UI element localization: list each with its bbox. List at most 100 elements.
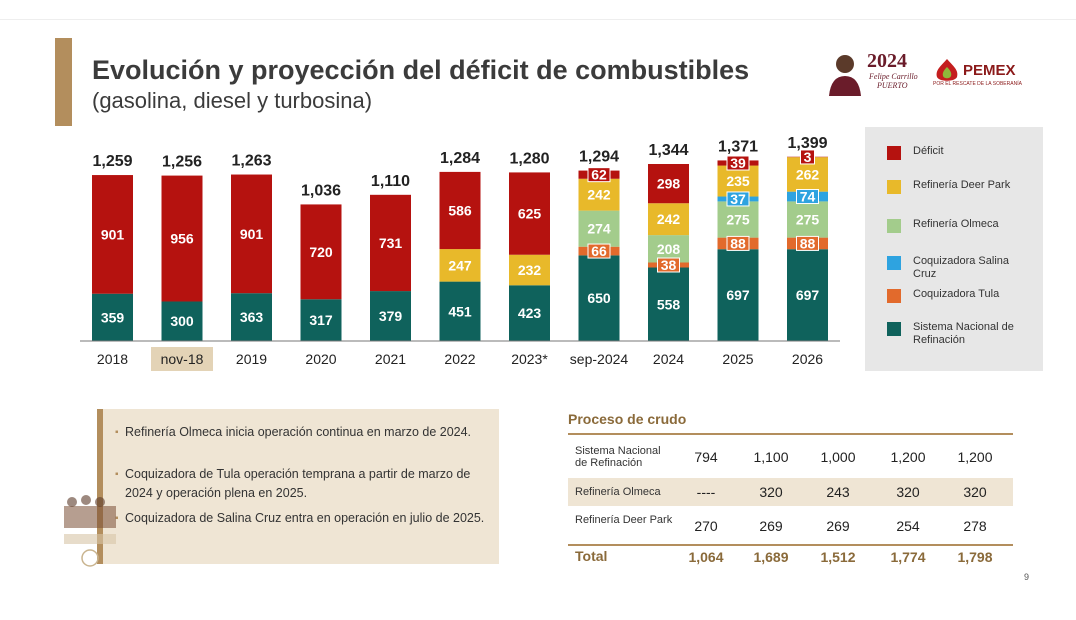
bar-total-label: 1,294	[579, 149, 619, 166]
bar-segment	[161, 301, 203, 341]
bar-value-label: 74	[800, 189, 816, 205]
bar-total-label: 1,256	[162, 154, 202, 171]
legend-label: Sistema Nacional de Refinación	[913, 321, 1014, 346]
pemex-flame-icon	[936, 59, 958, 81]
top-bar	[0, 0, 1076, 20]
table-cell: 1,200	[890, 449, 926, 465]
bar-segment	[578, 178, 620, 211]
table-row-label: Sistema Nacional de Refinación	[575, 445, 661, 469]
bar-segment	[92, 175, 133, 294]
x-tick-label: 2018	[97, 351, 128, 367]
legend-item: Déficit	[887, 145, 1033, 160]
x-tick-label: 2019	[236, 351, 267, 367]
bar-segment	[717, 165, 759, 197]
x-tick-label: 2025	[722, 351, 753, 367]
table-total-cell: 1,689	[753, 549, 789, 565]
bar-value-label: 274	[587, 221, 611, 237]
legend-swatch	[887, 146, 901, 160]
table-cell: 320	[896, 484, 920, 500]
value-label-box	[796, 189, 819, 205]
table-cell: 243	[826, 484, 850, 500]
bar-value-label: 242	[587, 187, 611, 203]
legend-item: Refinería Deer Park	[887, 179, 1033, 194]
table-total-cell: 1,064	[688, 549, 724, 565]
highlight-category-box	[151, 347, 213, 371]
value-label-box	[587, 167, 611, 183]
notes-box: ▪ Refinería Olmeca inicia operación cont…	[97, 409, 499, 564]
table-rule	[568, 433, 1013, 435]
x-tick-label: sep-2024	[570, 351, 629, 367]
table-cell: ----	[696, 484, 716, 500]
bar-value-label: 317	[309, 312, 333, 328]
value-label-box	[657, 257, 680, 273]
x-tick-label: 2023*	[511, 351, 548, 367]
bar-total-label: 1,284	[440, 150, 480, 167]
bar-value-label: 262	[796, 166, 820, 182]
bar-segment	[509, 254, 550, 286]
bar-value-label: 275	[726, 212, 750, 228]
bar-value-label: 558	[657, 296, 681, 312]
bar-value-label: 300	[170, 313, 194, 329]
chart-legend: Déficit Refinería Deer Park Refinería Olme…	[865, 127, 1043, 371]
bar-total-label: 1,344	[648, 142, 688, 159]
bar-total-label: 1,259	[92, 153, 132, 170]
table-total-row: Total 1,064 1,689 1,512 1,774 1,798	[568, 547, 1013, 569]
table-total-cell: 1,798	[957, 549, 993, 565]
decorative-crowd-icon	[64, 495, 116, 567]
bar-segment	[648, 203, 689, 236]
legend-item: Sistema Nacional de Refinación	[887, 321, 1033, 347]
bar-value-label: 235	[726, 173, 750, 189]
logo-year: 2024	[867, 50, 907, 72]
bullet-icon: ▪	[115, 513, 119, 524]
bar-value-label: 66	[591, 243, 607, 259]
bar-value-label: 625	[518, 206, 542, 222]
bar-segment	[787, 249, 828, 341]
bar-value-label: 901	[101, 226, 125, 242]
table-total-label: Total	[575, 548, 608, 564]
note-item: ▪ Refinería Olmeca inicia operación cont…	[115, 423, 485, 442]
table-cell: 269	[826, 518, 850, 534]
bar-segment	[370, 194, 411, 292]
table-rule	[568, 544, 1013, 546]
legend-swatch	[887, 256, 901, 270]
bar-value-label: 37	[730, 191, 746, 207]
x-tick-label: nov-18	[161, 351, 204, 367]
bar-segment	[439, 281, 481, 341]
table-row: Refinería Deer Park 270 269 269 254 278	[568, 510, 1013, 542]
legend-item: Refinería Olmeca	[887, 218, 1033, 233]
bar-value-label: 697	[796, 287, 820, 303]
legend-swatch	[887, 180, 901, 194]
bar-value-label: 39	[730, 155, 746, 171]
logo-2024: 2024 Felipe Carrillo PUERTO	[825, 50, 918, 98]
legend-item: Coquizadora Tula	[887, 288, 1033, 303]
note-item: ▪ Coquizadora de Salina Cruz entra en op…	[115, 509, 485, 528]
table-total-cell: 1,512	[820, 549, 856, 565]
legend-label: Refinería Deer Park	[913, 179, 1011, 191]
x-tick-label: 2020	[305, 351, 336, 367]
legend-label: Déficit	[913, 145, 944, 157]
x-tick-label: 2024	[653, 351, 684, 367]
bar-value-label: 956	[170, 231, 194, 247]
bar-segment	[439, 171, 481, 250]
bar-value-label: 423	[518, 305, 542, 321]
table-row-label: Refinería Deer Park	[575, 514, 673, 526]
table-row-label: Refinería Olmeca	[575, 486, 661, 498]
bar-value-label: 586	[448, 202, 472, 218]
bar-value-label: 88	[730, 235, 746, 251]
value-label-box	[726, 155, 750, 171]
bar-segment	[300, 299, 342, 341]
legend-swatch	[887, 322, 901, 336]
bar-segment	[648, 267, 689, 341]
bar-segment	[161, 175, 203, 302]
bar-value-label: 298	[657, 176, 681, 192]
bar-value-label: 379	[379, 308, 403, 324]
bar-total-label: 1,280	[509, 150, 549, 167]
bar-total-label: 1,036	[301, 182, 341, 199]
bar-segment	[717, 201, 759, 238]
portrait-icon	[829, 55, 861, 96]
x-tick-label: 2026	[792, 351, 823, 367]
table-total-cell: 1,774	[890, 549, 926, 565]
legend-label: Coquizadora Salina Cruz	[913, 255, 1010, 280]
bar-segment	[300, 204, 342, 300]
